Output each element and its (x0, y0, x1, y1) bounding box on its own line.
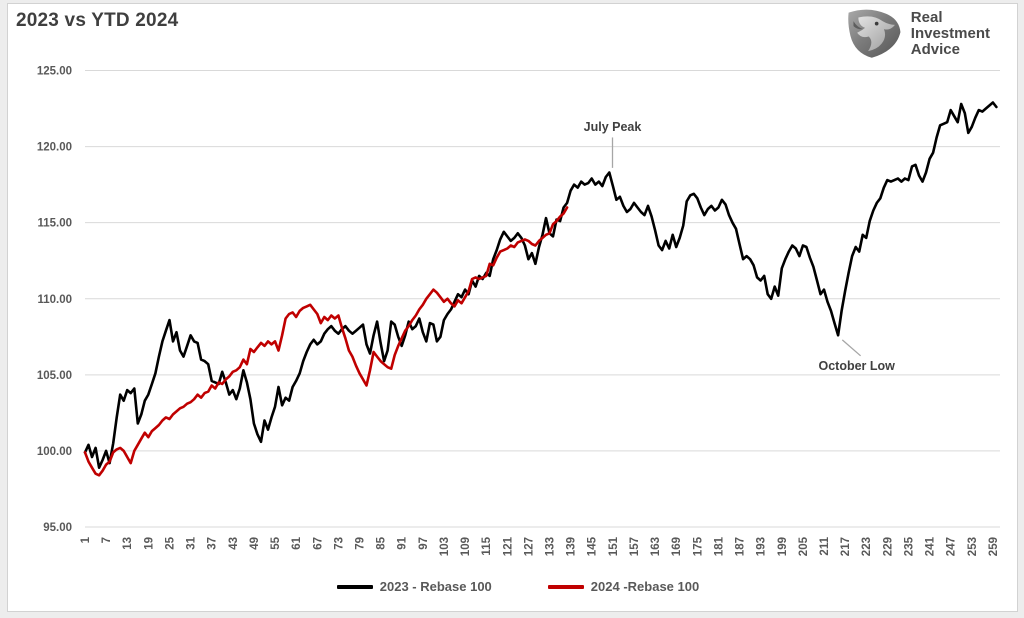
x-tick-label: 109 (460, 537, 472, 556)
x-tick-label: 49 (249, 537, 261, 550)
x-tick-label: 67 (312, 537, 324, 550)
annotation-label-october-low: October Low (819, 359, 896, 373)
x-tick-label: 73 (333, 537, 345, 550)
legend-item-2024: 2024 -Rebase 100 (547, 579, 700, 594)
x-tick-label: 145 (587, 536, 599, 556)
x-tick-label: 187 (735, 537, 747, 556)
x-tick-label: 55 (270, 536, 282, 549)
x-tick-label: 193 (756, 537, 768, 556)
x-tick-label: 229 (882, 537, 894, 556)
x-tick-label: 7 (101, 537, 113, 543)
x-tick-label: 127 (523, 537, 535, 556)
y-tick-label: 125.00 (37, 66, 72, 78)
legend-label-2024: 2024 -Rebase 100 (590, 579, 700, 594)
x-tick-label: 259 (988, 537, 1000, 556)
ria-logo-text: Real Investment Advice (911, 10, 990, 58)
ria-logo-line3: Advice (910, 41, 960, 58)
x-tick-label: 121 (502, 536, 514, 556)
x-tick-label: 25 (164, 536, 176, 549)
x-tick-label: 235 (903, 536, 915, 556)
legend-label-2023: 2023 - Rebase 100 (379, 579, 492, 594)
x-tick-label: 199 (777, 537, 789, 556)
x-tick-label: 205 (798, 536, 810, 556)
x-tick-label: 247 (946, 537, 958, 556)
x-tick-label: 223 (861, 537, 873, 556)
x-tick-label: 115 (481, 536, 493, 555)
x-tick-label: 43 (228, 537, 240, 550)
chart-card-border (7, 3, 1018, 612)
x-tick-label: 19 (143, 537, 155, 550)
x-tick-label: 241 (925, 536, 937, 556)
x-tick-label: 169 (671, 537, 683, 556)
x-tick-label: 1 (80, 536, 92, 543)
x-tick-label: 163 (650, 537, 662, 556)
x-tick-label: 79 (354, 537, 366, 550)
x-tick-label: 181 (713, 536, 725, 556)
x-tick-label: 91 (397, 536, 409, 549)
x-tick-label: 31 (186, 536, 198, 549)
x-tick-label: 217 (840, 537, 852, 556)
x-tick-label: 151 (608, 536, 620, 556)
x-tick-label: 103 (439, 537, 451, 556)
series-line-2024 (83, 206, 569, 477)
y-tick-label: 115.00 (37, 218, 72, 230)
y-tick-label: 110.00 (37, 294, 72, 306)
chart-title: 2023 vs YTD 2024 (16, 10, 179, 31)
annotation-label-july-peak: July Peak (584, 120, 642, 134)
eagle-shield-icon (848, 9, 901, 58)
x-tick-label: 211 (819, 536, 831, 555)
chart-legend: 2023 - Rebase 100 2024 -Rebase 100 (85, 579, 951, 594)
x-tick-label: 133 (545, 537, 557, 556)
y-tick-label: 105.00 (37, 370, 72, 382)
y-tick-label: 120.00 (37, 142, 72, 154)
x-tick-label: 13 (122, 537, 134, 550)
ria-logo-line1: Real (910, 9, 943, 26)
x-tick-label: 61 (291, 536, 303, 549)
x-tick-label: 175 (692, 536, 704, 556)
y-tick-label: 100.00 (37, 446, 72, 458)
series-line-2023 (83, 101, 998, 470)
legend-swatch-2024 (547, 584, 584, 589)
annotation-pointer-october-low (841, 339, 862, 357)
x-tick-label: 139 (566, 537, 578, 556)
x-tick-label: 97 (418, 537, 430, 550)
legend-swatch-2023 (336, 584, 373, 589)
x-tick-label: 85 (376, 536, 388, 549)
ria-logo-line2: Investment (910, 25, 990, 42)
legend-item-2023: 2023 - Rebase 100 (336, 579, 492, 594)
ria-logo: Real Investment Advice (842, 9, 990, 59)
x-tick-label: 253 (967, 537, 979, 556)
x-tick-label: 157 (629, 537, 641, 556)
y-tick-label: 95.00 (43, 522, 72, 534)
x-tick-label: 37 (207, 537, 219, 550)
